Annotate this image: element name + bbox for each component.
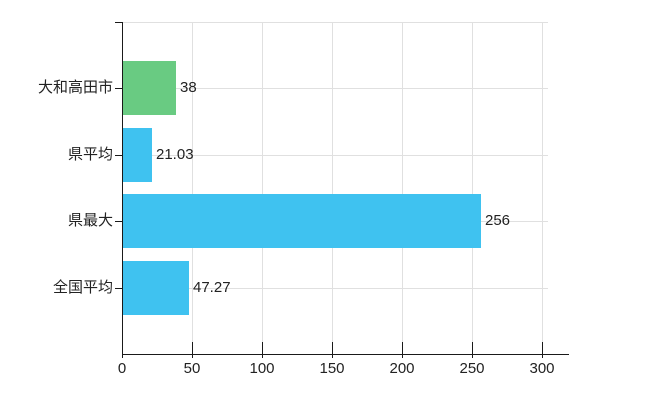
gridline-category (122, 288, 548, 289)
x-tick-label: 200 (389, 360, 415, 377)
y-axis-tick (115, 155, 122, 156)
category-label: 県平均 (67, 146, 113, 163)
category-label: 大和高田市 (37, 79, 113, 96)
gridline-category (122, 155, 548, 156)
y-axis-tick (115, 88, 122, 89)
x-axis-tick (332, 342, 333, 358)
x-axis-tick (542, 342, 543, 358)
y-axis-tick (115, 22, 122, 23)
gridline-x (542, 22, 543, 354)
x-axis (122, 354, 569, 355)
x-tick-label: 300 (529, 360, 555, 377)
x-axis-tick (122, 342, 123, 358)
gridline-x (192, 22, 193, 354)
category-label: 全国平均 (52, 279, 113, 296)
y-axis-tick (115, 221, 122, 222)
x-tick-label: 100 (249, 360, 275, 377)
x-tick-label: 50 (183, 360, 201, 377)
chart-bar (123, 128, 152, 182)
y-axis-tick (115, 288, 122, 289)
value-label: 38 (180, 79, 197, 96)
x-axis-tick (192, 342, 193, 358)
gridline-x (402, 22, 403, 354)
x-tick-label: 0 (117, 360, 127, 377)
gridline-top (122, 22, 548, 23)
gridline-x (262, 22, 263, 354)
gridline-category (122, 88, 548, 89)
chart-bar (123, 61, 176, 115)
value-label: 256 (485, 212, 511, 229)
value-label: 47.27 (193, 279, 231, 296)
chart-bar (123, 261, 189, 315)
x-axis-tick (402, 342, 403, 358)
x-tick-label: 150 (319, 360, 345, 377)
y-axis (122, 22, 123, 354)
gridline-x (472, 22, 473, 354)
x-axis-tick (262, 342, 263, 358)
x-tick-label: 250 (459, 360, 485, 377)
category-label: 県最大 (67, 212, 113, 229)
chart-bar (123, 194, 481, 248)
gridline-x (332, 22, 333, 354)
value-label: 21.03 (156, 146, 194, 163)
x-axis-tick (472, 342, 473, 358)
